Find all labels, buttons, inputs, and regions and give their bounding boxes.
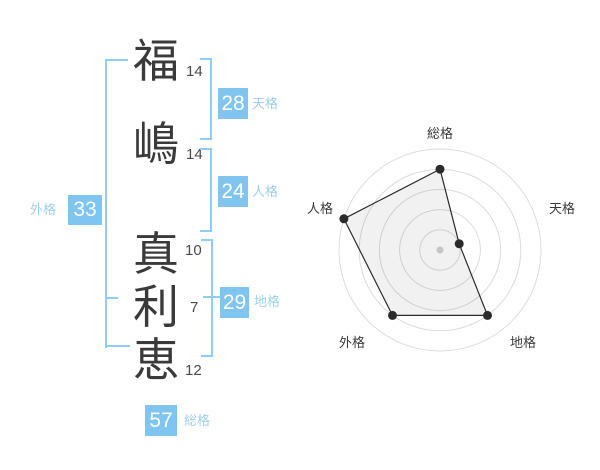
radar-axis-label-chikaku: 地格 [510,335,537,350]
jinkaku-bracket-top-tick [200,148,212,150]
gaikaku-bracket-mid-tick [105,297,118,299]
chikaku-value-badge: 29 [220,287,249,318]
gaikaku-bracket-line [105,59,107,348]
name-char-4: 利 [133,281,179,333]
stroke-count-1: 14 [186,63,203,80]
radar-axis-label-tenkaku: 天格 [549,201,576,216]
chikaku-bracket-line [211,239,213,357]
jinkaku-bracket-bottom-tick [200,230,212,232]
radar-center-dot [436,246,444,254]
name-char-2: 嶋 [133,118,179,170]
stroke-count-2: 14 [186,146,203,163]
tenkaku-value-badge: 28 [218,88,248,119]
name-char-1: 福 [133,35,179,87]
chikaku-label: 地格 [254,294,281,309]
gaikaku-bracket-bottom-tick [105,345,130,347]
soukaku-value-badge: 57 [145,405,177,436]
jinkaku-bracket-line [210,148,212,232]
gaikaku-value-badge: 33 [68,195,102,225]
radar-grid-ring [399,209,481,291]
chikaku-bracket-mid-tick [203,296,220,298]
jinkaku-value-badge: 24 [218,176,248,207]
radar-grid-ring [419,229,461,271]
stroke-count-5: 12 [185,362,202,379]
radar-axis-label-soukaku: 総格 [427,126,454,141]
radar-data-point [339,214,349,224]
tenkaku-bracket-line [210,58,212,140]
jinkaku-label: 人格 [252,184,279,199]
radar-axis-label-jinkaku: 人格 [307,201,334,216]
radar-data-point [435,164,445,174]
gaikaku-bracket-top-tick [105,59,128,61]
radar-data-point [454,239,464,249]
radar-axis-label-gaikaku: 外格 [339,335,366,350]
radar-data-point [388,310,397,320]
name-char-3: 真 [133,228,179,280]
stroke-count-3: 10 [185,242,202,259]
radar-grid-ring [378,188,502,312]
gaikaku-label: 外格 [30,202,57,217]
chikaku-bracket-bottom-tick [201,355,213,357]
radar-data-polygon [343,168,489,316]
tenkaku-bracket-top-tick [200,58,212,60]
tenkaku-label: 天格 [252,96,279,111]
radar-grid-ring [338,148,542,352]
stroke-count-4: 7 [190,299,199,316]
radar-data-point [483,310,492,320]
tenkaku-bracket-bottom-tick [200,138,212,140]
chikaku-bracket-top-tick [201,239,213,241]
name-char-5: 恵 [133,334,179,386]
soukaku-label: 総格 [184,413,211,428]
